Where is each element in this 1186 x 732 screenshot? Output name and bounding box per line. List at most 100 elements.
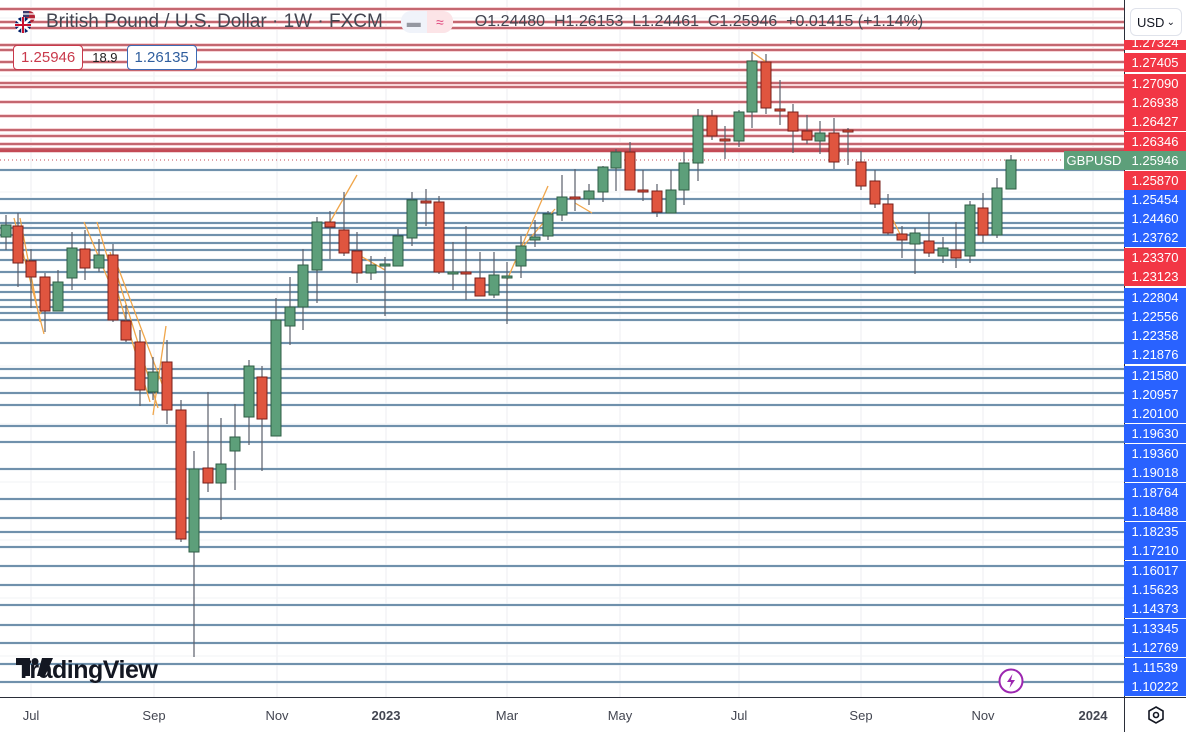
candle [882,203,894,234]
chart-pane[interactable]: British Pound / U.S. Dollar · 1W · FXCM … [0,0,1124,697]
candle [52,281,64,312]
symbol-legend: British Pound / U.S. Dollar · 1W · FXCM … [14,10,923,34]
time-label: May [607,708,633,723]
candle [923,240,935,254]
price-label: 1.25454 [1124,190,1186,209]
candle [93,254,105,269]
low-value: L1.24461 [632,13,699,30]
spread-value: 18.9 [92,50,118,65]
indicator-toggles[interactable]: ▬ ≈ [400,11,453,33]
sell-button[interactable]: 1.25946 [13,45,84,70]
candle [12,225,24,264]
time-label: Jul [730,708,748,723]
candle [474,277,486,297]
candle [665,189,677,214]
candle [909,232,921,245]
price-label: 1.21580 [1124,366,1186,385]
candle [39,276,51,312]
time-label: Mar [495,708,519,723]
price-label: 1.15623 [1124,580,1186,599]
candle [433,201,445,273]
candle [107,254,119,321]
price-label: 1.21876 [1124,345,1186,364]
price-label: 1.25946 [1124,151,1186,170]
chart-settings-button[interactable] [1124,697,1186,732]
candle [379,263,391,267]
candle [447,271,459,275]
lightning-icon[interactable] [998,668,1024,694]
price-label: 1.23762 [1124,228,1186,247]
candle [406,199,418,239]
tradingview-logo[interactable]: TradingView [16,656,158,685]
ohlc-values: O1.24480 H1.26153 L1.24461 C1.25946 +0.0… [475,13,923,31]
candle [365,264,377,274]
candle [161,361,173,411]
candle [243,365,255,418]
candle [25,260,37,278]
candle [733,111,745,142]
candle [774,108,786,112]
candle [801,130,813,141]
candle [297,264,309,308]
currency-value: USD [1137,14,1165,30]
candle [120,320,132,341]
price-label: 1.26346 [1124,132,1186,151]
time-label: Sep [142,708,166,723]
price-label: 1.14373 [1124,599,1186,618]
price-label: 1.26938 [1124,93,1186,112]
candle [529,236,541,241]
candle [134,341,146,391]
time-label: Sep [849,708,873,723]
time-label: Nov [265,708,289,723]
currency-selector[interactable]: USD ⌄ [1130,8,1182,36]
price-label: 1.24460 [1124,209,1186,228]
candle [284,306,296,327]
price-label: 1.23123 [1124,267,1186,286]
price-label: 1.18235 [1124,522,1186,541]
candle [542,213,554,237]
candle [215,463,227,484]
price-label: 1.19360 [1124,444,1186,463]
price-label: 1.22804 [1124,288,1186,307]
candle [175,409,187,540]
price-label: 1.25870 [1124,171,1186,190]
settings-hexagon-icon [1148,706,1164,724]
price-label: 1.27090 [1124,74,1186,93]
candle [0,224,12,238]
price-label: 1.11539 [1124,658,1186,677]
candle [324,221,336,228]
close-value: C1.25946 [707,13,778,30]
minus-icon[interactable]: ▬ [406,14,421,30]
buy-button[interactable]: 1.26135 [126,45,197,70]
candle [692,115,704,164]
price-label: 1.17210 [1124,541,1186,560]
tradingview-logo-icon [16,658,53,676]
candle [950,249,962,259]
candle [311,221,323,271]
time-axis[interactable]: Jul Sep Nov 2023 Mar May Jul Sep Nov 2024 [0,697,1124,732]
candle [719,138,731,142]
candle [1005,159,1017,190]
candlestick-chart[interactable] [0,0,1124,697]
candle [569,196,581,200]
candle [556,196,568,216]
price-label: 1.22358 [1124,326,1186,345]
chart-title[interactable]: British Pound / U.S. Dollar · 1W · FXCM [46,11,383,32]
candle [610,151,622,169]
price-label: 1.18764 [1124,483,1186,502]
candle [855,161,867,187]
candle [392,235,404,267]
price-label: 1.22556 [1124,307,1186,326]
candle [351,250,363,274]
price-label: 1.20100 [1124,404,1186,423]
candle [896,233,908,241]
price-label: 1.16017 [1124,561,1186,580]
time-label: Jul [22,708,40,723]
candle [270,319,282,437]
price-label: 1.23370 [1124,248,1186,267]
change-value: +0.01415 (+1.14%) [786,13,924,30]
symbol-tag: GBPUSD [1064,151,1124,170]
approx-icon[interactable]: ≈ [426,11,453,33]
time-label: 2024 [1078,708,1108,723]
candle [460,271,472,275]
